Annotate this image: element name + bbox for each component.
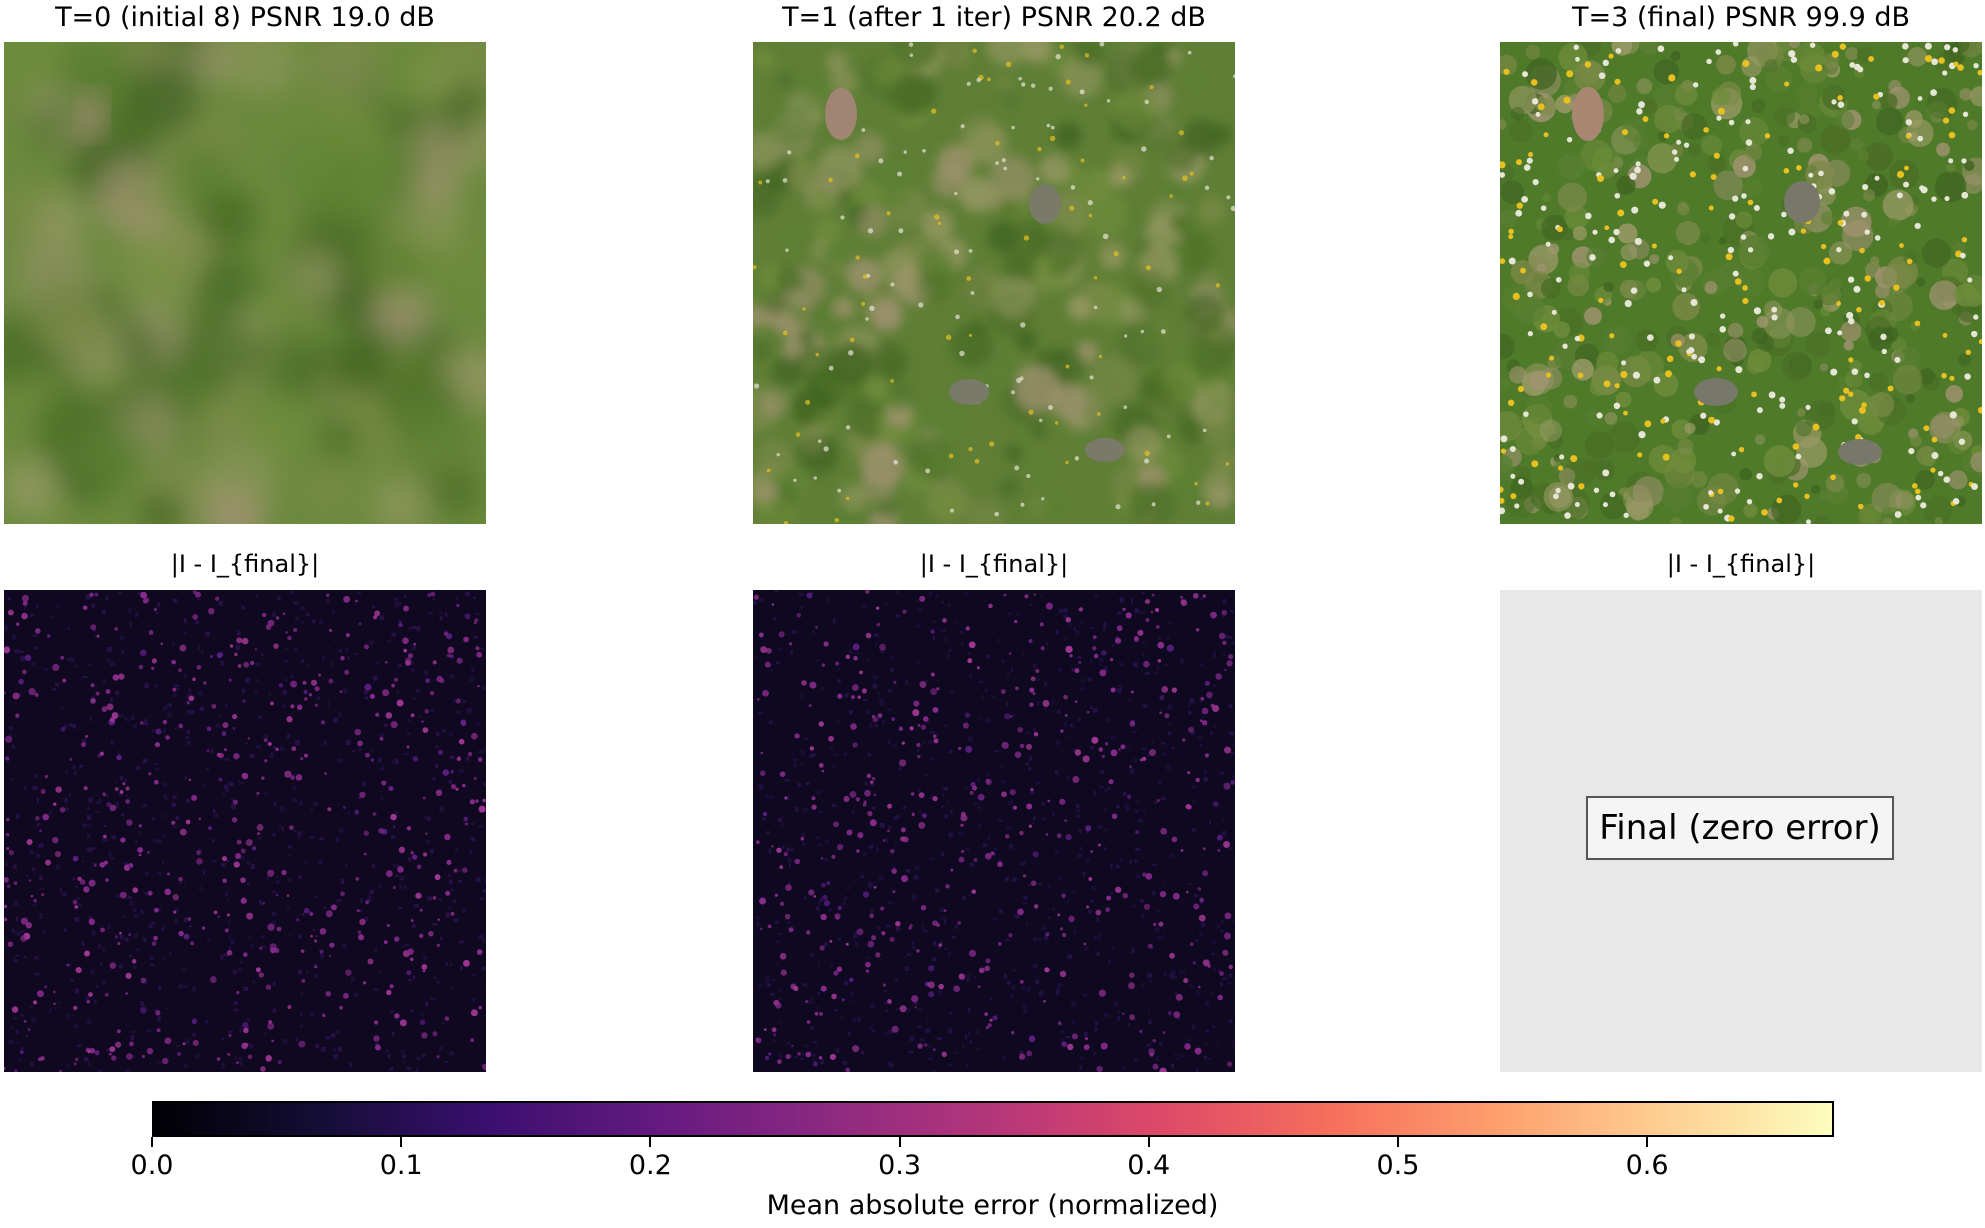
colorbar-tick — [400, 1137, 403, 1147]
error-title-t3: |I - I_{final}| — [1666, 550, 1816, 578]
panel-title-t1: T=1 (after 1 iter) PSNR 20.2 dB — [782, 2, 1206, 33]
colorbar — [152, 1101, 1834, 1137]
image-t0-blurry — [4, 42, 486, 524]
panel-title-t3: T=3 (final) PSNR 99.9 dB — [1571, 2, 1910, 33]
image-t3-final — [1500, 42, 1982, 524]
error-title-t0: |I - I_{final}| — [170, 550, 320, 578]
colorbar-tick-label: 0.6 — [1625, 1150, 1669, 1181]
colorbar-tick — [898, 1137, 901, 1147]
colorbar-tick-label: 0.0 — [130, 1150, 174, 1181]
colorbar-tick-label: 0.4 — [1127, 1150, 1171, 1181]
colorbar-tick-label: 0.5 — [1376, 1150, 1420, 1181]
colorbar-tick — [1396, 1137, 1399, 1147]
final-zero-error-label: Final (zero error) — [1586, 796, 1894, 860]
error-map-t0 — [4, 590, 486, 1072]
error-map-t1 — [753, 590, 1235, 1072]
colorbar-tick — [1646, 1137, 1649, 1147]
image-t1-partial — [753, 42, 1235, 524]
colorbar-tick-label: 0.1 — [379, 1150, 423, 1181]
colorbar-tick — [151, 1137, 153, 1147]
colorbar-tick-label: 0.2 — [628, 1150, 672, 1181]
colorbar-tick — [1147, 1137, 1150, 1147]
colorbar-tick — [649, 1137, 652, 1147]
error-map-final: Final (zero error) — [1500, 590, 1982, 1072]
panel-title-t0: T=0 (initial 8) PSNR 19.0 dB — [55, 2, 435, 33]
colorbar-tick-label: 0.3 — [878, 1150, 922, 1181]
error-title-t1: |I - I_{final}| — [919, 550, 1069, 578]
colorbar-label: Mean absolute error (normalized) — [766, 1190, 1219, 1221]
